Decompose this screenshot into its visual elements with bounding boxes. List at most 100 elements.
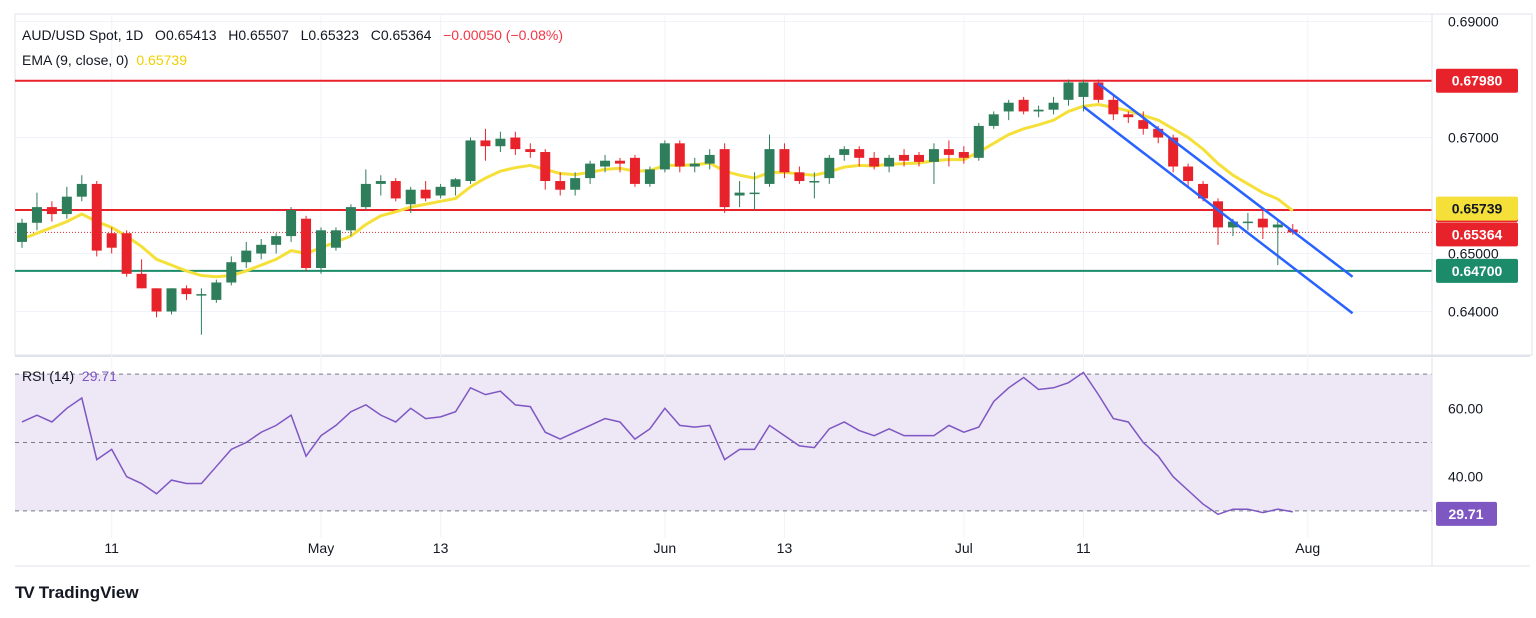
candle	[435, 183, 446, 199]
brand-name: TradingView	[38, 583, 139, 602]
candle	[241, 241, 252, 269]
candle-body	[1242, 221, 1253, 224]
candle-body	[1003, 102, 1014, 112]
candle	[928, 143, 939, 184]
price-tick-label: 0.65000	[1448, 246, 1499, 262]
candle-body	[46, 207, 57, 215]
candle	[345, 204, 356, 237]
change-value: −0.00050 (−0.08%)	[443, 27, 563, 43]
candle	[1123, 111, 1134, 124]
candle	[1183, 163, 1194, 187]
price-tick-label: 0.67000	[1448, 130, 1499, 146]
candle	[510, 131, 521, 155]
candle-body	[435, 186, 446, 196]
candle	[600, 154, 611, 173]
candle	[420, 181, 431, 202]
candle	[540, 149, 551, 190]
candle	[46, 201, 57, 222]
chart-header-ohlc: AUD/USD Spot, 1D O0.65413 H0.65507 L0.65…	[22, 27, 563, 43]
candle	[1093, 79, 1104, 103]
rsi-value-tag-label: 29.71	[1448, 506, 1483, 522]
candle-body	[420, 189, 431, 199]
candle	[1033, 105, 1044, 118]
ema-price-tag	[1436, 196, 1518, 221]
open-value: 0.65413	[165, 27, 217, 43]
price-tick-label: 0.69000	[1448, 14, 1499, 30]
candle-body	[1272, 224, 1283, 228]
candle	[375, 175, 386, 196]
rsi-label: RSI (14)	[22, 368, 75, 384]
candle-body	[734, 192, 745, 196]
candle	[61, 186, 72, 219]
candle-body	[674, 143, 685, 167]
candle-body	[719, 149, 730, 208]
candle	[854, 146, 865, 167]
candle	[121, 230, 132, 277]
candle-body	[1108, 99, 1119, 115]
candle	[585, 160, 596, 184]
candle	[256, 239, 267, 260]
candle-body	[1138, 120, 1149, 129]
candle	[958, 146, 969, 164]
candle-body	[689, 163, 700, 167]
candle	[480, 128, 491, 161]
candle	[405, 186, 416, 213]
candle	[809, 172, 820, 199]
rsi-value: 29.71	[81, 368, 117, 384]
candle	[1048, 96, 1059, 115]
rsi-value-tag	[1436, 501, 1497, 526]
candle-body	[196, 294, 207, 296]
candle-body	[1123, 114, 1134, 118]
candle	[973, 123, 984, 161]
candle	[779, 143, 790, 179]
candle-body	[465, 140, 476, 182]
tradingview-brand[interactable]: TV TradingView	[15, 583, 139, 603]
candle	[1242, 212, 1253, 231]
candle	[17, 218, 27, 248]
candle-body	[61, 196, 72, 215]
ema-label: EMA (9, close, 0)	[22, 52, 129, 68]
candle	[1257, 210, 1268, 240]
candle-body	[779, 149, 790, 173]
low-label: L	[300, 27, 309, 43]
candle-body	[794, 172, 805, 182]
candle	[555, 172, 566, 196]
candle	[166, 288, 177, 315]
candle	[869, 152, 880, 170]
candle-body	[226, 262, 237, 283]
candle-body	[17, 222, 27, 242]
candle-body	[899, 154, 910, 161]
candle-body	[764, 149, 775, 184]
candle	[914, 152, 924, 167]
channel-upper-line	[1097, 82, 1354, 278]
candle	[1108, 94, 1119, 121]
candle-body	[121, 233, 132, 274]
candle	[1003, 99, 1014, 121]
candle-body	[1183, 166, 1194, 182]
candle-body	[1093, 82, 1104, 100]
candle	[988, 111, 999, 129]
time-tick-label: 11	[1076, 540, 1091, 556]
candle	[465, 137, 476, 184]
candle-body	[1018, 99, 1029, 112]
candle-body	[555, 181, 566, 190]
candle-body	[286, 210, 297, 237]
time-tick-label: Jun	[654, 540, 677, 556]
resistance-price-tag	[1436, 68, 1518, 93]
candle-body	[869, 157, 880, 167]
candle-body	[166, 288, 177, 312]
candle-body	[1153, 128, 1164, 138]
candle-body	[390, 181, 401, 199]
candle-body	[181, 288, 192, 295]
candle-body	[360, 183, 371, 208]
candle-body	[1168, 137, 1179, 167]
candle	[271, 233, 282, 254]
candle-body	[854, 149, 865, 158]
candle-body	[76, 183, 87, 197]
candle	[794, 166, 805, 184]
candle-body	[1257, 218, 1268, 228]
candle-body	[271, 236, 282, 245]
candle	[136, 259, 147, 289]
last-price-tag	[1436, 222, 1518, 247]
